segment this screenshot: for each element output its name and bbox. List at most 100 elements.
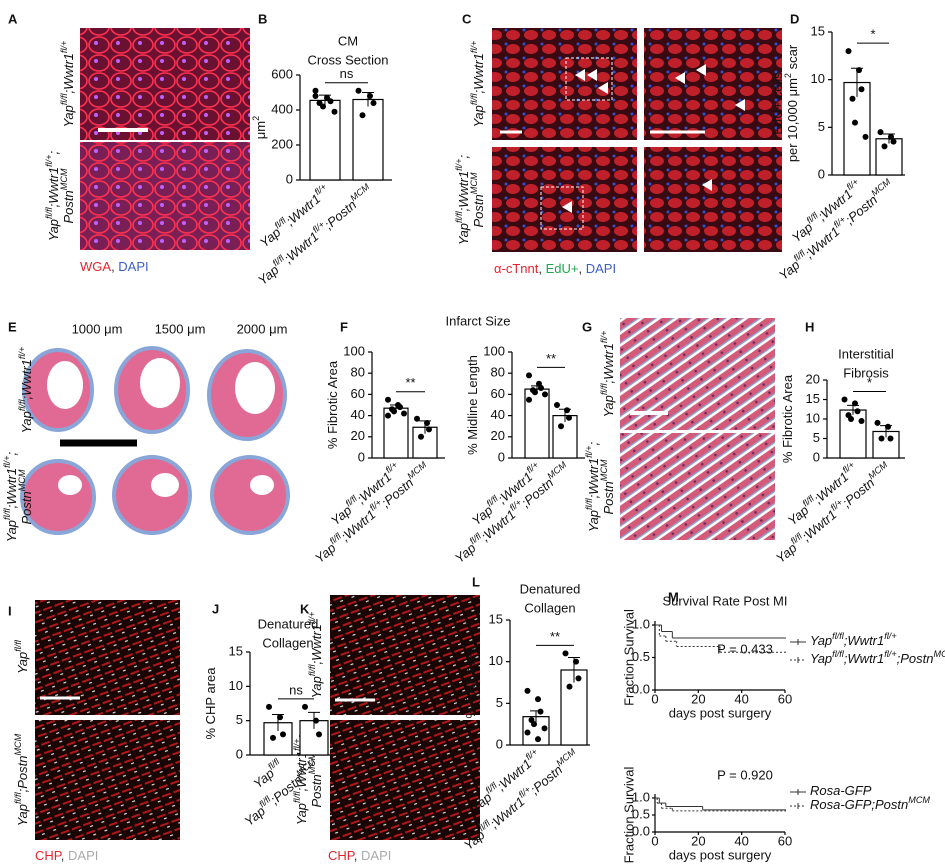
y-tick-label: 0 bbox=[236, 746, 243, 761]
label-part: fl/+ bbox=[44, 154, 54, 166]
x-tick-label: 0 bbox=[651, 833, 658, 848]
label-part: fl/fl bbox=[292, 790, 302, 803]
y-axis-label: % CHP area bbox=[463, 646, 478, 719]
micrograph bbox=[620, 433, 775, 540]
label: Yapfl/fl;Wwtr1fl/+; bbox=[454, 154, 471, 245]
y-axis-label-part: % Fibrotic Area bbox=[325, 360, 340, 449]
y-tick-label: 15 bbox=[806, 391, 820, 406]
caption-part: DAPI bbox=[361, 848, 391, 863]
chart-title: Collagen bbox=[262, 635, 313, 650]
chart-title: Survival Rate Post MI bbox=[663, 593, 788, 608]
data-point bbox=[526, 372, 532, 379]
x-tick-label-part: MCM bbox=[406, 460, 429, 482]
label-part: ;Wwtr1 bbox=[19, 359, 34, 399]
caption-part: DAPI bbox=[118, 259, 148, 274]
y-axis-label-part: 2 bbox=[251, 116, 261, 121]
data-point bbox=[312, 93, 319, 99]
y-tick-label: 0 bbox=[498, 449, 505, 464]
data-point bbox=[418, 433, 424, 440]
label-part: MCM bbox=[307, 752, 317, 774]
y-tick-label: 20 bbox=[351, 428, 365, 443]
legend-label-part: Yap bbox=[810, 651, 832, 666]
y-axis-label: per 10,000 μm2 scar bbox=[783, 44, 800, 162]
legend-label-part: Yap bbox=[810, 633, 832, 648]
micrograph bbox=[35, 600, 180, 715]
label-part: Postn bbox=[471, 194, 486, 227]
label: Yapfl/fl;Wwtr1fl/+ bbox=[17, 347, 34, 434]
y-axis-label-part: % CHP area bbox=[203, 667, 218, 740]
y-tick-label: 0.0 bbox=[632, 823, 650, 838]
data-point bbox=[566, 683, 573, 690]
y-tick-label: 0.5 bbox=[632, 806, 650, 821]
micrograph bbox=[492, 147, 637, 252]
data-point bbox=[524, 729, 531, 736]
section bbox=[210, 455, 290, 535]
legend-label-part: fl/fl bbox=[832, 631, 845, 641]
label: Yapfl/fl;Wwtr1fl/+ bbox=[599, 331, 616, 418]
label-part: fl/+ bbox=[584, 445, 594, 457]
y-tick-label: 15 bbox=[811, 23, 825, 38]
caption: WGA, DAPI bbox=[80, 259, 149, 274]
y-axis-label-part: % CHP area bbox=[463, 646, 478, 719]
label-part: fl/+ bbox=[17, 347, 27, 359]
legend-label-part: ;Wwtr1 bbox=[844, 651, 884, 666]
data-point bbox=[562, 650, 569, 657]
label-part: fl/+ bbox=[599, 331, 609, 343]
data-point bbox=[538, 385, 544, 392]
x-tick-label: 40 bbox=[734, 833, 748, 848]
data-point bbox=[424, 420, 430, 427]
data-point bbox=[845, 48, 852, 55]
x-tick-label-part: MCM bbox=[546, 460, 569, 482]
legend-label: Rosa-GFP;PostnMCM bbox=[810, 795, 930, 812]
annotation: P = 0.920 bbox=[717, 767, 773, 782]
y-tick-label: 5 bbox=[818, 119, 825, 134]
data-point bbox=[397, 404, 403, 411]
label-part: Yap bbox=[309, 676, 324, 698]
data-point bbox=[858, 417, 865, 424]
panel-letter: H bbox=[805, 319, 814, 334]
y-tick-label: 20 bbox=[491, 428, 505, 443]
micrograph bbox=[35, 720, 180, 840]
y-tick-label: 0 bbox=[813, 449, 820, 464]
significance-label: ** bbox=[546, 351, 556, 366]
y-axis-label: % Fibrotic Area bbox=[325, 360, 340, 449]
caption: α-cTnnt, EdU+, DAPI bbox=[494, 261, 616, 276]
data-point bbox=[573, 658, 579, 665]
significance-label: ns bbox=[289, 682, 303, 697]
caption-part: , bbox=[61, 848, 68, 863]
data-point bbox=[537, 708, 544, 715]
panel-letter: C bbox=[462, 11, 472, 26]
label: PostnMCM bbox=[59, 168, 76, 223]
y-tick-label: 0 bbox=[358, 449, 365, 464]
data-point bbox=[849, 95, 856, 102]
significance-label: ** bbox=[550, 629, 560, 644]
panel-letter: G bbox=[582, 319, 592, 334]
legend-label-part: Rosa-GFP bbox=[810, 783, 872, 798]
x-tick-label-part: MCM bbox=[555, 747, 578, 769]
x-tick-label-part: MCM bbox=[349, 182, 372, 204]
caption: CHP, DAPI bbox=[35, 848, 98, 863]
label-part: fl/fl bbox=[17, 399, 27, 412]
caption-part: EdU+ bbox=[546, 261, 579, 276]
caption-part: DAPI bbox=[586, 261, 616, 276]
label-part: Yap bbox=[61, 105, 76, 127]
data-point bbox=[277, 714, 283, 721]
x-axis-label: days post surgery bbox=[669, 705, 772, 720]
label-part: ;Wwtr1 bbox=[294, 751, 309, 791]
label-part: Yap bbox=[4, 520, 19, 542]
panel-letter: E bbox=[8, 319, 17, 334]
legend-label-part: fl/+ bbox=[884, 631, 896, 641]
data-point bbox=[541, 725, 548, 732]
chart-title: Denatured bbox=[520, 581, 581, 596]
label-part: fl/fl bbox=[2, 507, 12, 520]
y-tick-label: 200 bbox=[271, 136, 293, 151]
data-point bbox=[312, 87, 319, 94]
data-point bbox=[887, 435, 894, 442]
chart-title: Denatured bbox=[258, 616, 319, 631]
y-axis-label-part: % Midline Length bbox=[465, 355, 480, 455]
caption: CHP, DAPI bbox=[328, 848, 391, 863]
data-point bbox=[524, 687, 531, 694]
micrograph bbox=[80, 142, 250, 250]
y-axis-label-part: μm bbox=[253, 121, 268, 139]
data-point bbox=[564, 407, 570, 414]
